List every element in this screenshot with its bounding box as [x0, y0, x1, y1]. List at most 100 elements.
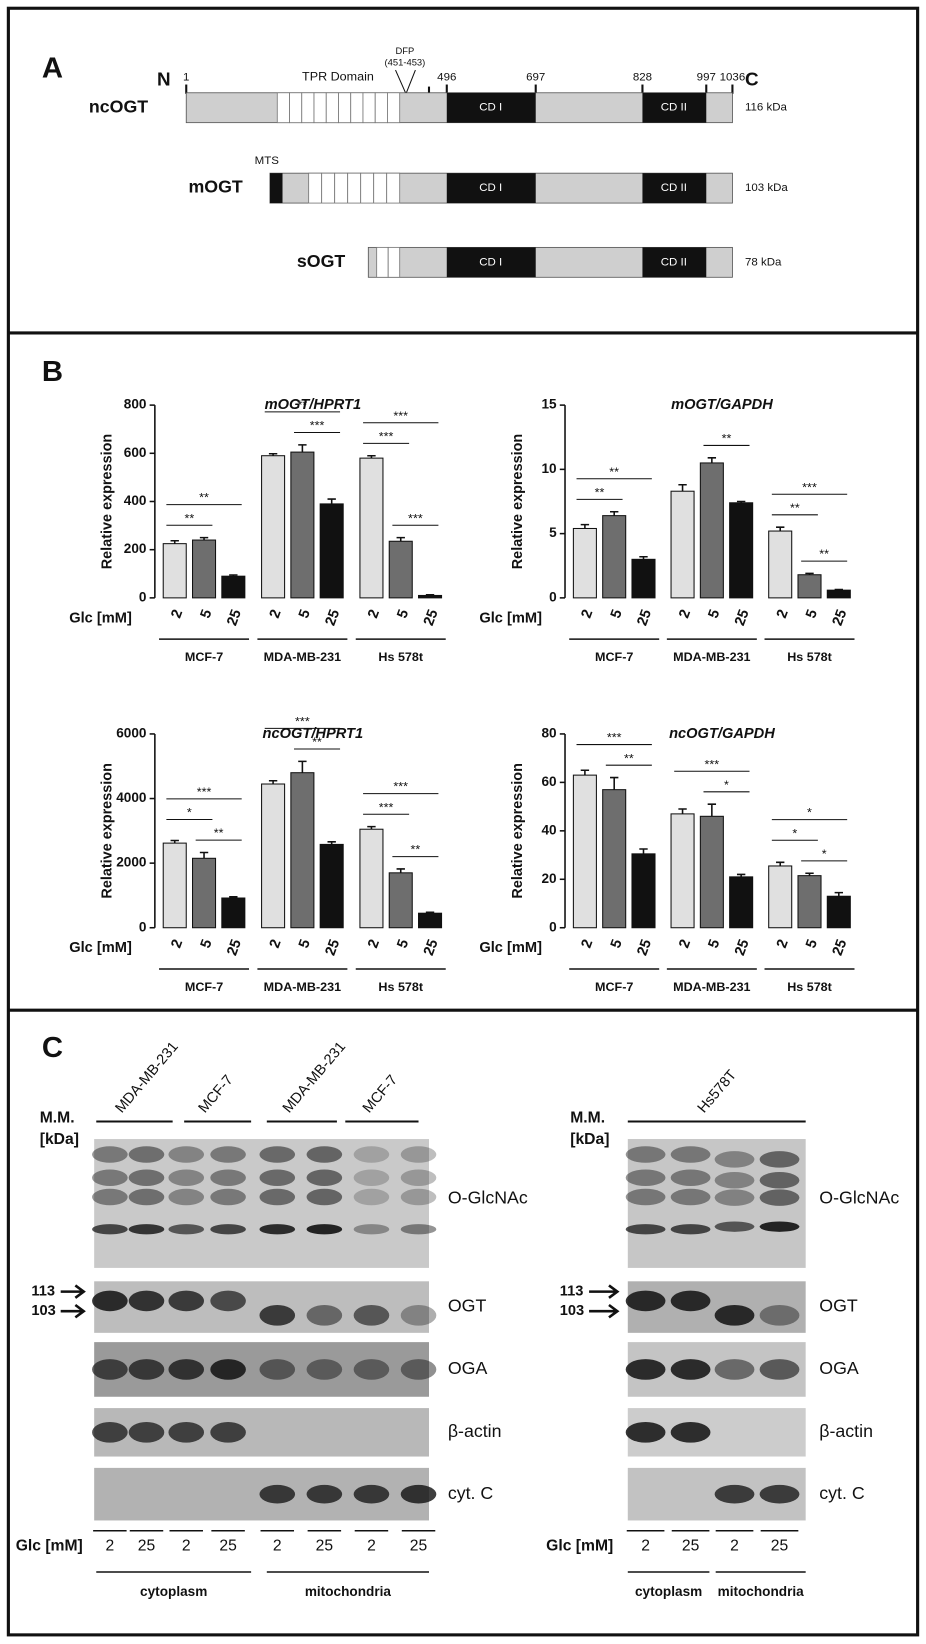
glc-label: Glc [mM]: [16, 1537, 83, 1554]
blot-band: [306, 1188, 343, 1206]
x-axis-label: Glc [mM]: [69, 940, 132, 956]
bar: [192, 539, 217, 599]
bar: [418, 912, 443, 929]
blot-band: [670, 1146, 711, 1163]
significance-label: ***: [408, 511, 423, 525]
significance-label: **: [298, 398, 308, 412]
blot-band: [400, 1359, 437, 1380]
blot-label: β-actin: [448, 1421, 502, 1441]
x-tick-label: 2: [579, 937, 597, 950]
blot-band: [128, 1290, 165, 1312]
y-axis-label: Relative expression: [100, 434, 116, 569]
position-label: 1036: [720, 71, 746, 83]
tpr-repeat: [276, 92, 290, 124]
group-label: MCF-7: [185, 650, 223, 664]
cd-label: CD II: [661, 256, 687, 268]
blot-band: [714, 1151, 755, 1168]
bar: [162, 543, 187, 599]
significance-label: **: [790, 501, 800, 515]
blot-band: [670, 1224, 711, 1235]
blot-band: [759, 1151, 800, 1168]
blot-band: [306, 1224, 343, 1235]
tpr-repeat: [308, 172, 323, 204]
figure-border: [6, 6, 920, 1637]
blot-band: [306, 1359, 343, 1380]
tpr-repeat: [334, 172, 349, 204]
x-tick-label: 25: [634, 607, 655, 628]
marker-arrow: [60, 1303, 86, 1319]
blot-band: [670, 1359, 711, 1380]
lane-label: 25: [219, 1537, 236, 1554]
error-bar: [639, 848, 648, 854]
bar: [729, 502, 754, 599]
marker-label: 113: [560, 1284, 584, 1300]
blot-band: [400, 1484, 437, 1504]
blot-band: [400, 1188, 437, 1206]
blot-band: [306, 1484, 343, 1504]
cd-label: CD II: [661, 182, 687, 194]
blot-band: [168, 1359, 205, 1380]
x-tick-label: 2: [365, 937, 383, 950]
bar: [602, 789, 627, 929]
blot-band: [400, 1146, 437, 1163]
error-bar: [580, 523, 590, 529]
lane-label: 25: [410, 1537, 427, 1554]
position-label: 697: [526, 71, 545, 83]
blot-band: [259, 1359, 296, 1380]
blot-band: [714, 1172, 755, 1189]
blot-band: [759, 1484, 800, 1504]
tpr-repeat: [374, 92, 388, 124]
tpr-repeat: [376, 246, 389, 278]
error-bar: [639, 555, 648, 560]
x-tick-label: 25: [830, 607, 851, 628]
isoform-mass: 116 kDa: [745, 102, 788, 114]
significance-label: *: [187, 806, 192, 820]
blot-band: [625, 1422, 666, 1443]
significance-label: **: [595, 486, 605, 500]
tpr-repeat: [373, 172, 388, 204]
bar: [768, 530, 793, 599]
lane-label: 2: [367, 1537, 376, 1554]
position-label: 496: [437, 71, 456, 83]
y-tick-label: 5: [549, 525, 557, 540]
x-tick-label: 2: [774, 607, 792, 620]
error-bar: [425, 911, 435, 914]
cd-domain: [446, 247, 536, 278]
group-label: MDA-MB-231: [264, 650, 341, 664]
blot-band: [759, 1305, 800, 1326]
significance-label: ***: [295, 715, 310, 729]
tpr-repeat: [347, 172, 362, 204]
blot-band: [625, 1146, 666, 1163]
chart-title: ncOGT/HPRT1: [263, 726, 364, 742]
error-bar: [580, 769, 590, 776]
bar: [290, 451, 315, 599]
error-bar: [834, 891, 843, 897]
y-tick-label: 4000: [116, 790, 146, 805]
bar: [572, 774, 597, 929]
blot-band: [353, 1169, 390, 1186]
blot-label: OGA: [448, 1358, 488, 1378]
blot-band: [210, 1224, 246, 1235]
blot-band: [670, 1188, 711, 1206]
y-tick-label: 2000: [116, 855, 146, 870]
lane-label: 2: [106, 1537, 115, 1554]
group-label: MCF-7: [595, 650, 633, 664]
cell-line-label: MDA-MB-231: [280, 1039, 349, 1116]
error-bar: [396, 536, 405, 542]
isoform-name: ncOGT: [89, 96, 148, 116]
blot-band: [210, 1169, 246, 1186]
marker-label: 113: [31, 1284, 55, 1300]
significance-label: **: [624, 751, 634, 765]
significance-label: ***: [802, 480, 817, 494]
blot-band: [128, 1359, 165, 1380]
fraction-label: mitochondria: [305, 1584, 392, 1599]
blot-band: [759, 1359, 800, 1380]
bar: [826, 589, 851, 599]
x-tick-label: 25: [224, 607, 245, 628]
x-tick-label: 2: [168, 937, 186, 950]
bar: [261, 455, 286, 599]
group-label: Hs 578t: [378, 650, 423, 664]
blot-band: [92, 1422, 128, 1443]
y-axis-label: Relative expression: [510, 763, 526, 898]
blot-band: [714, 1221, 755, 1232]
